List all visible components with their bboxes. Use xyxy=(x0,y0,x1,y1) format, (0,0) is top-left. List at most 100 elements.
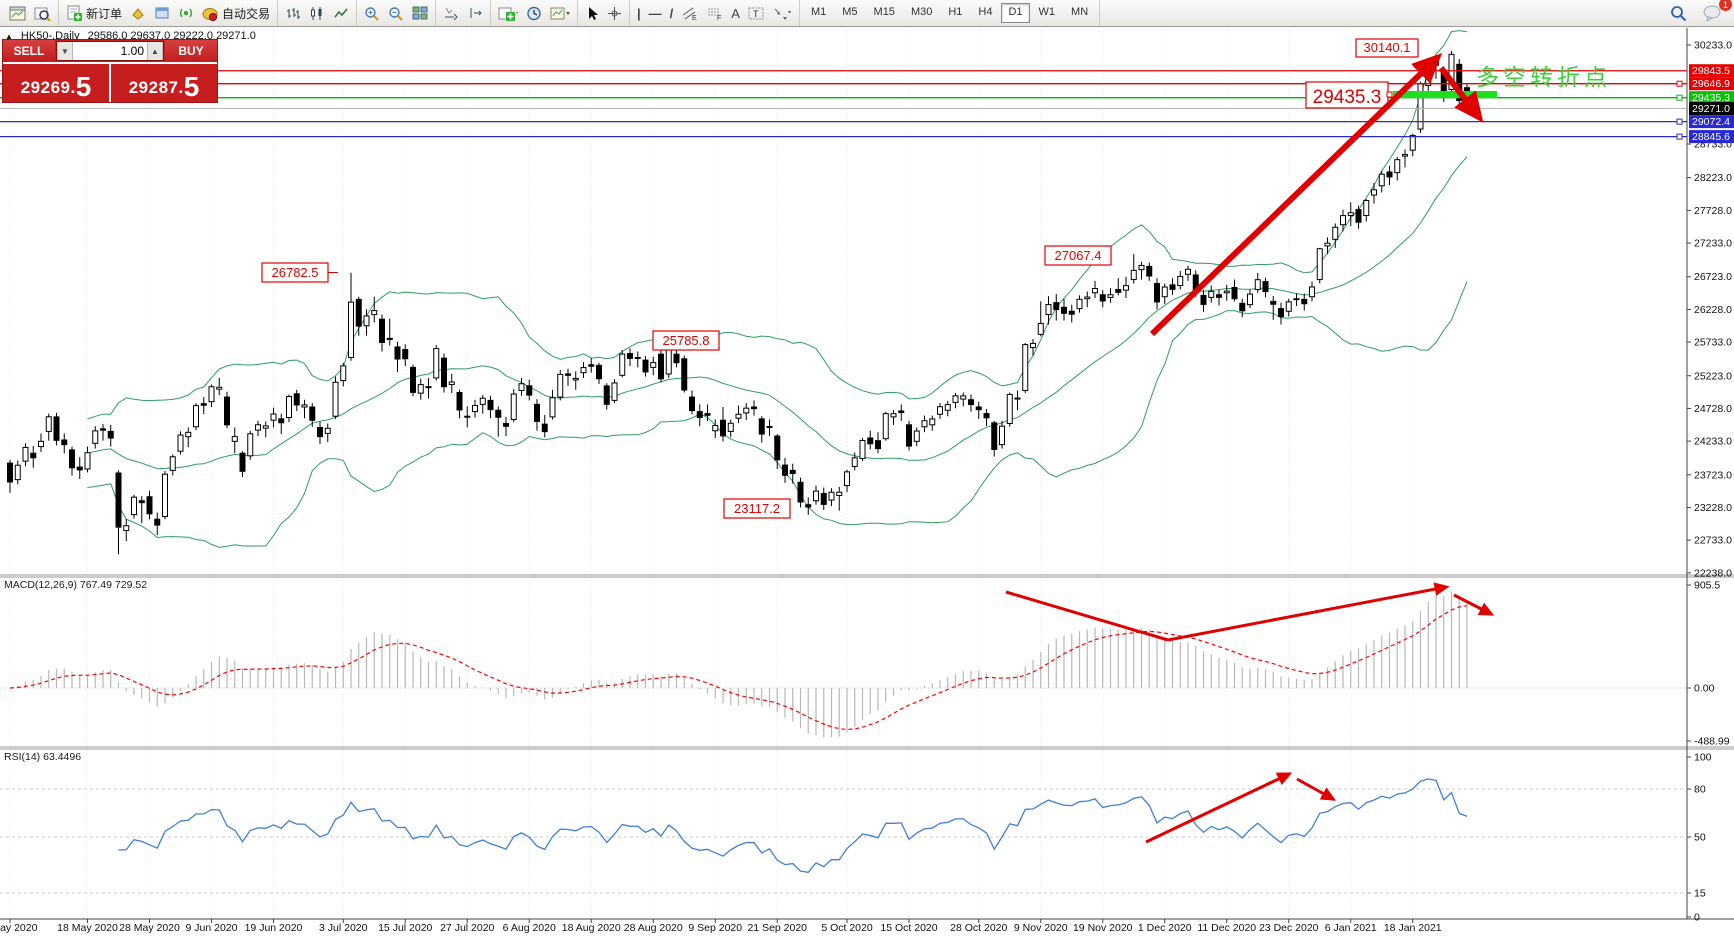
text-icon: A xyxy=(731,5,740,21)
candles-chart-button[interactable] xyxy=(305,2,329,24)
zoom-out-button[interactable] xyxy=(384,2,408,24)
svg-text:19 Jun 2020: 19 Jun 2020 xyxy=(245,922,303,934)
channel-icon: E xyxy=(683,7,697,21)
trend-arrow-6[interactable] xyxy=(1145,772,1293,844)
horizontal-line-29646.9[interactable] xyxy=(0,80,1687,87)
notification-badge: 1 xyxy=(1719,0,1732,11)
hline-handle[interactable] xyxy=(1386,91,1393,98)
zoom-in-button[interactable] xyxy=(360,2,384,24)
timeframe-button-MN[interactable]: MN xyxy=(1071,6,1089,18)
svg-text:9 Jun 2020: 9 Jun 2020 xyxy=(186,922,238,934)
add-indicator-button[interactable] xyxy=(494,2,522,24)
profiles-magnifier-icon xyxy=(34,7,51,21)
trend-arrow-3[interactable] xyxy=(1005,590,1169,642)
templates-button[interactable] xyxy=(546,2,574,24)
fibonacci-tool-button[interactable]: F xyxy=(702,2,727,24)
svg-text:19 Nov 2020: 19 Nov 2020 xyxy=(1073,922,1133,934)
trend-arrow-1[interactable] xyxy=(1149,52,1443,337)
svg-text:25223.0: 25223.0 xyxy=(1694,370,1732,382)
svg-text:29435.3: 29435.3 xyxy=(1692,92,1730,104)
svg-text:29646.9: 29646.9 xyxy=(1692,78,1730,90)
volume-increase-button[interactable]: ▲ xyxy=(147,42,163,60)
hline-tool-button[interactable]: — xyxy=(645,2,666,24)
svg-text:18 Aug 2020: 18 Aug 2020 xyxy=(562,922,621,934)
turning-point-note[interactable]: 多空转折点 xyxy=(1476,64,1611,90)
autotrade-button[interactable]: 自动交易 xyxy=(198,2,274,24)
zoom-out-icon xyxy=(389,6,403,21)
svg-text:23228.0: 23228.0 xyxy=(1694,502,1732,514)
bars-chart-button[interactable] xyxy=(281,2,305,24)
vline-tool-button[interactable]: | xyxy=(633,2,645,24)
cursor-button[interactable] xyxy=(581,2,603,24)
horizontal-line-28845.6[interactable] xyxy=(0,133,1687,140)
indicators-button[interactable] xyxy=(126,2,150,24)
svg-text:30140.1: 30140.1 xyxy=(1364,40,1411,55)
trend-arrow-2[interactable] xyxy=(1438,66,1484,123)
timeframe-button-M1[interactable]: M1 xyxy=(810,6,827,18)
candles-layer xyxy=(7,51,1470,555)
svg-text:26228.0: 26228.0 xyxy=(1694,304,1732,316)
green-highlight-bar[interactable] xyxy=(1393,91,1497,98)
macd-signal-line xyxy=(9,605,1468,731)
tile-windows-button[interactable] xyxy=(408,2,432,24)
trend-arrow-5[interactable] xyxy=(1453,593,1495,616)
profiles-button[interactable] xyxy=(30,2,55,24)
svg-text:26723.0: 26723.0 xyxy=(1694,271,1732,283)
rsi-line xyxy=(118,778,1468,873)
line-chart-button[interactable] xyxy=(329,2,353,24)
annotation-label-29435.3[interactable]: 29435.3 xyxy=(1305,81,1389,109)
svg-text:23723.0: 23723.0 xyxy=(1694,469,1732,481)
volume-decrease-button[interactable]: ▼ xyxy=(57,42,73,60)
annotation-label-25785.8[interactable]: 25785.8 xyxy=(652,330,720,351)
annotation-label-26782.5[interactable]: 26782.5 xyxy=(261,262,338,283)
annotation-label-23117.2[interactable]: 23117.2 xyxy=(723,498,791,519)
mql-community-button[interactable] xyxy=(150,2,174,24)
auto-scroll-button[interactable] xyxy=(439,2,463,24)
timeframe-button-D1[interactable]: D1 xyxy=(1001,3,1030,23)
sell-button[interactable]: SELL xyxy=(3,40,55,62)
svg-text:26782.5: 26782.5 xyxy=(272,265,319,280)
timeframe-button-W1[interactable]: W1 xyxy=(1038,6,1056,18)
sell-price[interactable]: 29269. 5 xyxy=(3,64,111,102)
crosshair-button[interactable] xyxy=(603,2,626,24)
search-button[interactable] xyxy=(1666,2,1691,24)
autotrade-label: 自动交易 xyxy=(222,6,271,21)
notifications-button[interactable]: 1 xyxy=(1699,0,1732,24)
shapes-tool-button[interactable] xyxy=(768,2,796,24)
chart-window[interactable]: 30233.0 28733.0 28223.0 27728.0 27233.0 26723… xyxy=(0,28,1734,937)
price-axis[interactable]: 30233.028733.028223.027728.027233.026723… xyxy=(1687,40,1732,924)
channel-tool-button[interactable]: E xyxy=(677,2,702,24)
buy-button[interactable]: BUY xyxy=(165,40,217,62)
macd-indicator-label: MACD(12,26,9) 767.49 729.52 xyxy=(4,579,148,591)
annotation-label-30140.1[interactable]: 30140.1 xyxy=(1355,38,1419,58)
timeframe-button-H4[interactable]: H4 xyxy=(978,6,993,18)
price-tag: 28845.6 xyxy=(1689,130,1734,144)
bollinger-upper-band[interactable] xyxy=(87,30,1468,420)
timeframe-button-M5[interactable]: M5 xyxy=(842,6,858,18)
symbol-collapse-triangle[interactable]: ▲ xyxy=(5,31,13,41)
svg-text:E: E xyxy=(692,15,697,21)
trend-arrow-7[interactable] xyxy=(1296,777,1337,801)
timeframe-button-H1[interactable]: H1 xyxy=(948,6,963,18)
chart-shift-button[interactable] xyxy=(463,2,487,24)
timeframe-button-M30[interactable]: M30 xyxy=(910,6,933,18)
toolbar-group-indwin xyxy=(491,0,579,26)
volume-input[interactable] xyxy=(73,42,147,60)
trendline-tool-button[interactable]: / xyxy=(666,2,678,24)
period-clock-button[interactable] xyxy=(522,2,546,24)
label-tool-button[interactable]: T xyxy=(744,2,768,24)
buy-price[interactable]: 29287. 5 xyxy=(111,64,217,102)
horizontal-line-29072.4[interactable] xyxy=(0,118,1687,125)
new-order-button[interactable]: 新订单 xyxy=(62,2,126,24)
price-chart-svg[interactable]: 30233.028733.028223.027728.027233.026723… xyxy=(0,28,1734,937)
chart-window-button[interactable] xyxy=(5,2,30,24)
signals-button[interactable] xyxy=(174,2,198,24)
price-tag: 29843.5 xyxy=(1689,64,1734,78)
price-tag: 29271.0 xyxy=(1689,102,1734,116)
annotation-label-27067.4[interactable]: 27067.4 xyxy=(1044,245,1112,266)
timeframe-button-M15[interactable]: M15 xyxy=(873,6,895,18)
new-order-icon xyxy=(67,5,82,21)
text-tool-button[interactable]: A xyxy=(727,2,744,24)
trend-arrow-4[interactable] xyxy=(1167,582,1450,642)
